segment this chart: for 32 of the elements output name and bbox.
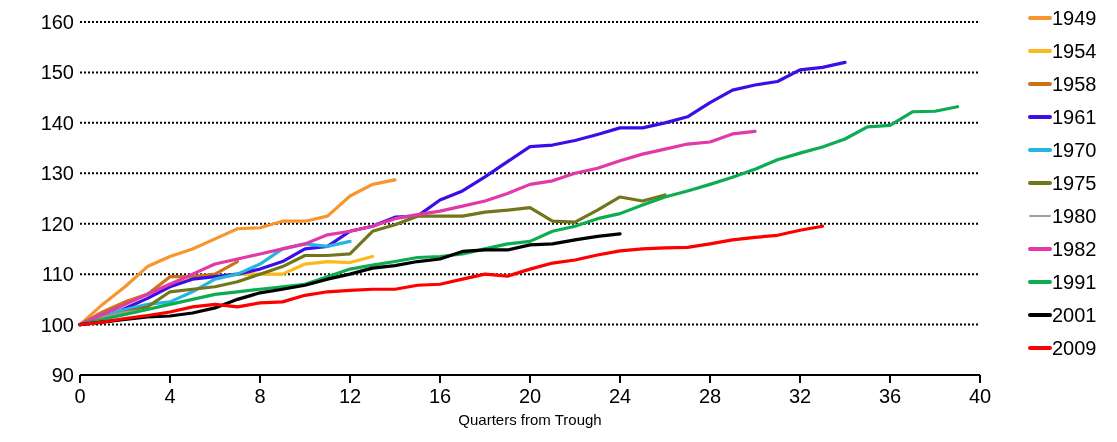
legend-label: 1975 — [1052, 172, 1097, 194]
x-tick-label: 32 — [788, 385, 812, 407]
x-axis-title: Quarters from Trough — [458, 411, 602, 428]
x-tick-label: 20 — [518, 385, 542, 407]
y-tick-label: 90 — [51, 364, 74, 386]
x-tick-label: 24 — [608, 385, 632, 407]
x-tick-label: 0 — [74, 385, 86, 407]
x-tick-label: 4 — [164, 385, 176, 407]
x-tick-label: 40 — [968, 385, 992, 407]
legend-label: 1982 — [1052, 238, 1097, 260]
x-tick-label: 12 — [338, 385, 362, 407]
y-tick-label: 120 — [40, 212, 74, 235]
legend-label: 1949 — [1052, 7, 1097, 29]
line-series — [78, 224, 825, 327]
legend-label: 1970 — [1052, 139, 1097, 161]
x-tick-label: 8 — [254, 385, 266, 407]
y-tick-label: 100 — [40, 313, 74, 336]
legend-label: 1958 — [1052, 73, 1097, 95]
legend-label: 2009 — [1052, 337, 1097, 359]
legend-label: 1961 — [1052, 106, 1097, 128]
legend-label: 2001 — [1052, 304, 1097, 326]
x-tick-label: 16 — [428, 385, 452, 407]
y-tick-label: 130 — [40, 162, 74, 185]
legend-label: 1980 — [1052, 205, 1097, 227]
x-tick-label: 28 — [698, 385, 722, 407]
y-tick-label: 140 — [40, 111, 74, 134]
legend-label: 1954 — [1052, 40, 1097, 62]
y-tick-label: 160 — [40, 11, 74, 33]
y-tick-label: 110 — [42, 263, 74, 286]
legend-label: 1991 — [1052, 271, 1097, 293]
x-tick-label: 36 — [878, 385, 902, 407]
y-tick-label: 150 — [40, 61, 74, 84]
